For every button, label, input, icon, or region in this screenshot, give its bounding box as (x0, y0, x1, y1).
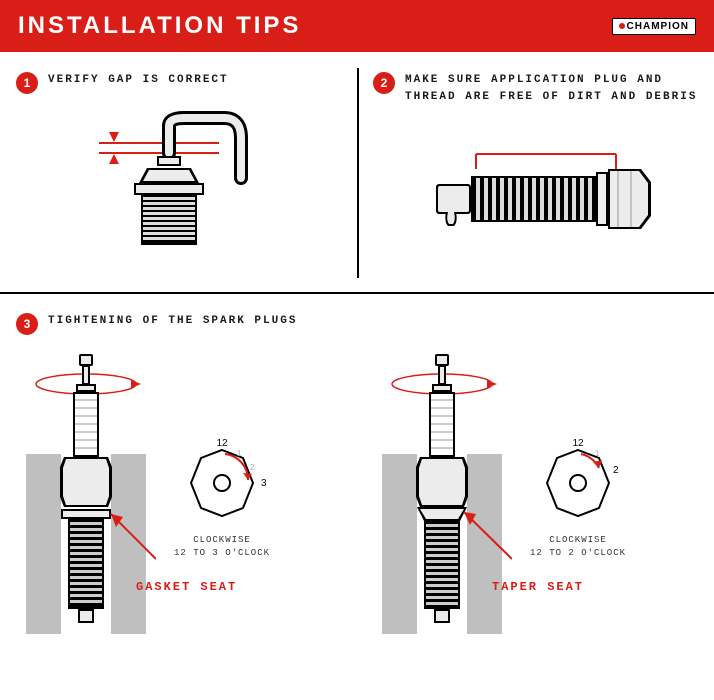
plug-gasket-col: 12 1 2 3 CLOCKWISE 12 TO 3 O'CLOCK GASKE… (16, 349, 342, 649)
step-badge-2: 2 (373, 72, 395, 94)
spark-plug-gasket-svg (16, 349, 156, 649)
content-grid: 1 Verify gap is correct (0, 52, 714, 669)
gap-diagram-svg (69, 108, 289, 258)
thread-diagram-svg (396, 134, 676, 254)
brand-text: CHAMPION (627, 21, 689, 32)
step-text-2: Make sure application plug and thread ar… (405, 72, 698, 105)
panel-step2: 2 Make sure application plug and thread … (357, 52, 714, 292)
svg-text:12: 12 (216, 438, 228, 449)
dial-desc1-taper: CLOCKWISE (530, 534, 626, 547)
step-header-1: 1 Verify gap is correct (16, 72, 341, 94)
dial-gasket-svg: 12 1 2 3 (177, 438, 267, 528)
panel-step1: 1 Verify gap is correct (0, 52, 357, 292)
step-badge-1: 1 (16, 72, 38, 94)
step-text-1: Verify gap is correct (48, 72, 229, 89)
svg-text:2: 2 (250, 463, 255, 472)
dial-desc2-gasket: 12 TO 3 O'CLOCK (174, 547, 270, 560)
svg-text:3: 3 (261, 478, 267, 489)
dial-desc1-gasket: CLOCKWISE (174, 534, 270, 547)
dial-taper-svg: 12 1 2 (533, 438, 623, 528)
diagram-thread (373, 119, 698, 269)
svg-text:1: 1 (595, 449, 600, 458)
dial-taper: 12 1 2 CLOCKWISE 12 TO 2 O'CLOCK (530, 438, 626, 559)
header-bar: INSTALLATION TIPS CHAMPION (0, 0, 714, 52)
dial-gasket: 12 1 2 3 CLOCKWISE 12 TO 3 O'CLOCK (174, 438, 270, 559)
dial-taper-label: CLOCKWISE 12 TO 2 O'CLOCK (530, 534, 626, 559)
diagram-gap (16, 108, 341, 258)
panel-step3: 3 Tightening of the spark plugs (0, 293, 714, 669)
svg-text:1: 1 (237, 449, 242, 458)
dial-gasket-label: CLOCKWISE 12 TO 3 O'CLOCK (174, 534, 270, 559)
spark-plug-taper-svg (372, 349, 512, 649)
step-header-2: 2 Make sure application plug and thread … (373, 72, 698, 105)
step-header-3: 3 Tightening of the spark plugs (16, 313, 698, 335)
taper-seat-label: TAPER SEAT (492, 580, 584, 594)
svg-text:2: 2 (613, 465, 619, 476)
svg-text:12: 12 (572, 438, 584, 449)
gasket-seat-label: GASKET SEAT (136, 580, 237, 594)
brand-logo: CHAMPION (612, 18, 696, 35)
page-title: INSTALLATION TIPS (18, 12, 301, 40)
plugs-row: 12 1 2 3 CLOCKWISE 12 TO 3 O'CLOCK GASKE… (16, 349, 698, 649)
dial-desc2-taper: 12 TO 2 O'CLOCK (530, 547, 626, 560)
plug-taper-col: 12 1 2 CLOCKWISE 12 TO 2 O'CLOCK TAPER S… (372, 349, 698, 649)
step-text-3: Tightening of the spark plugs (48, 313, 297, 330)
step-badge-3: 3 (16, 313, 38, 335)
